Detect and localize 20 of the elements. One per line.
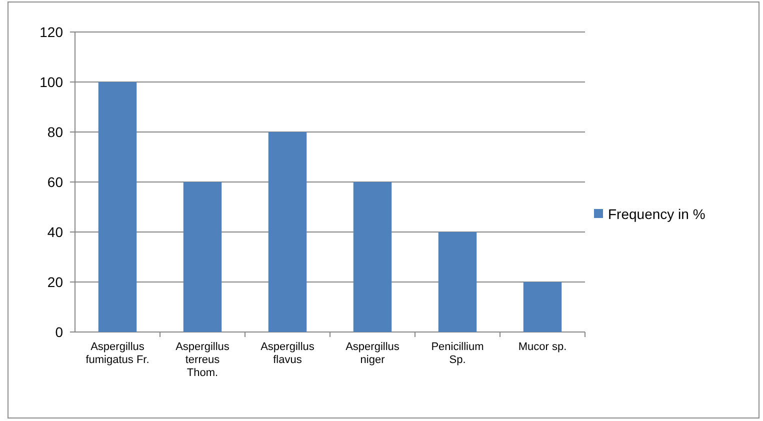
- x-tick-label: Aspergillus terreus Thom.: [176, 341, 230, 379]
- y-tick-label: 120: [40, 24, 64, 40]
- x-tick-label: Aspergillus fumigatus Fr.: [86, 341, 150, 366]
- x-tick-label: Aspergillus flavus: [260, 341, 315, 366]
- bar: [183, 182, 222, 332]
- x-tick-label: Mucor sp.: [518, 341, 567, 353]
- bar: [98, 82, 137, 332]
- bar: [523, 282, 562, 332]
- bar: [353, 182, 392, 332]
- y-tick-label: 100: [40, 74, 64, 90]
- y-tick-label: 40: [47, 224, 64, 240]
- y-tick-label: 0: [55, 324, 64, 340]
- x-tick-label: Aspergillus niger: [346, 341, 400, 366]
- legend-label: Frequency in %: [608, 206, 706, 222]
- x-tick-label: Penicillium Sp.: [431, 341, 484, 366]
- bar: [438, 232, 477, 332]
- bar: [268, 132, 307, 332]
- y-tick-label: 60: [47, 174, 64, 190]
- y-tick-label: 80: [47, 124, 64, 140]
- y-tick-label: 20: [47, 274, 64, 290]
